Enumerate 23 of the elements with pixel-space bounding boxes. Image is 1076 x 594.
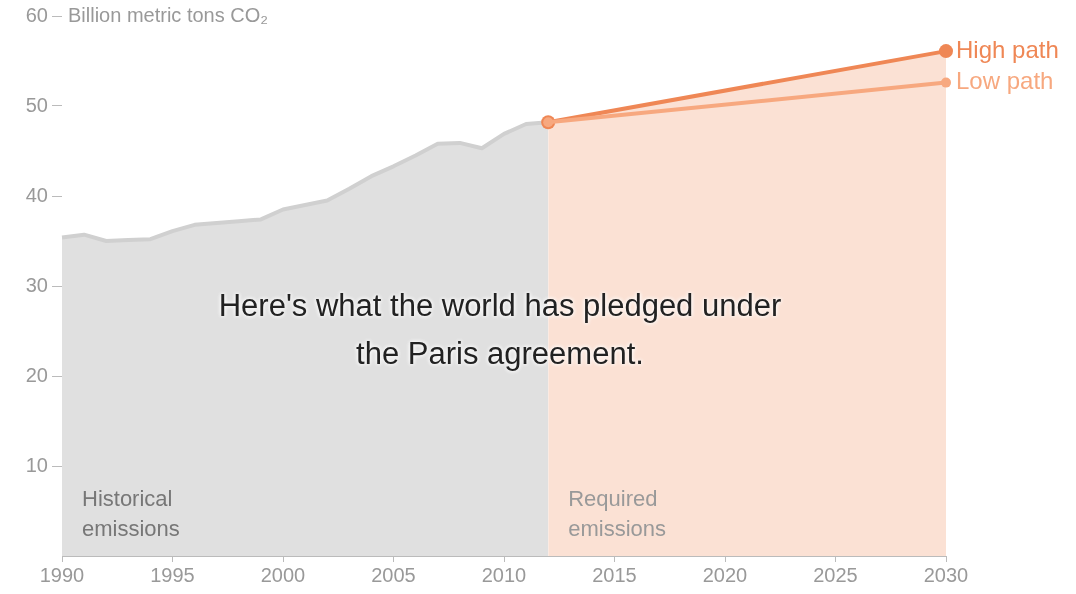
x-tick-label: 1990: [39, 563, 85, 586]
x-tick-label: 2015: [592, 563, 637, 586]
y-tick-label: 30: [25, 273, 48, 296]
series-label: Low path: [956, 67, 1054, 95]
x-tick-label: 1995: [150, 563, 195, 586]
point: [939, 44, 953, 59]
y-tick-label: 50: [25, 93, 48, 116]
x-tick-label: 2005: [371, 563, 416, 586]
point: [941, 77, 951, 88]
x-tick-label: 2000: [260, 563, 306, 586]
y-tick-label: 60: [25, 3, 48, 26]
series-label: High path: [956, 35, 1059, 63]
annotation: Here's what the world has pledged under the Paris agreement.: [217, 287, 783, 373]
series-label: Historical emissions: [82, 486, 180, 541]
annotation: Required emissions: [568, 486, 667, 541]
y-tick-label: 40: [25, 183, 48, 206]
y-axis-title: Billion metric tons CO₂: [68, 3, 269, 26]
x-tick-label: 2020: [702, 563, 748, 586]
x-tick-label: 2030: [923, 563, 969, 586]
y-tick-label: 10: [25, 453, 48, 476]
x-tick-label: 2025: [813, 563, 858, 586]
y-tick-label: 20: [25, 363, 48, 386]
x-tick-label: 2010: [481, 563, 527, 586]
